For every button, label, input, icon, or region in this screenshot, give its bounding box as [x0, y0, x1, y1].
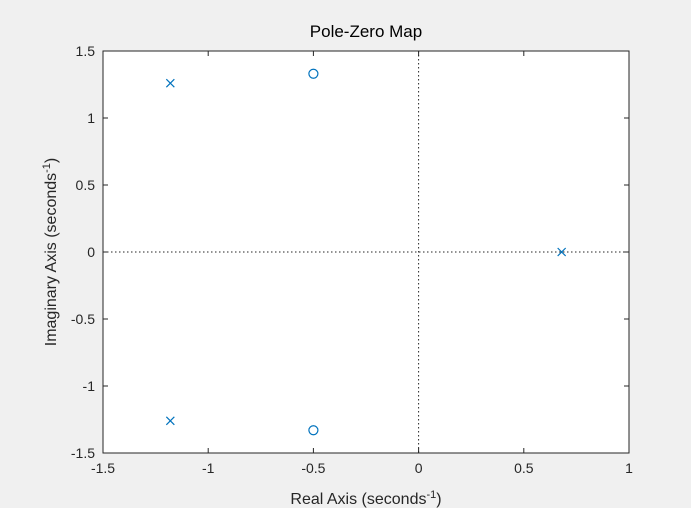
pole-marker [165, 416, 175, 426]
x-axis-label-superscript: -1 [426, 489, 436, 501]
y-axis-label-text: Imaginary Axis (seconds [43, 173, 60, 346]
x-tick-label: -1.5 [91, 460, 115, 476]
x-axis-label-close: ) [436, 491, 441, 508]
x-tick-label: 1 [625, 460, 633, 476]
y-tick-label: -1 [83, 378, 96, 394]
x-axis-label: Real Axis (seconds-1) [290, 489, 441, 508]
zero-lines [103, 51, 629, 453]
y-tick-label: 0.5 [76, 177, 96, 193]
markers [165, 68, 567, 436]
plot-area [103, 51, 629, 453]
x-tick-label: 0 [415, 460, 423, 476]
zero-marker [308, 425, 319, 436]
pole-marker [557, 247, 567, 257]
y-tick-label: 1 [87, 110, 95, 126]
y-axis-label-superscript: -1 [41, 163, 53, 173]
x-tick-label: 0.5 [514, 460, 534, 476]
pole-marker [165, 78, 175, 88]
x-tick-label: -1 [202, 460, 215, 476]
y-tick-label: 0 [87, 244, 95, 260]
chart-title: Pole-Zero Map [310, 22, 422, 41]
y-axis-label-close: ) [43, 158, 60, 163]
y-tick-label: -0.5 [71, 311, 95, 327]
x-axis-label-text: Real Axis (seconds [290, 491, 426, 508]
y-tick-label: 1.5 [76, 43, 96, 59]
y-axis-label: Imaginary Axis (seconds-1) [41, 158, 60, 347]
x-tick-label: -0.5 [301, 460, 325, 476]
zero-marker [308, 68, 319, 79]
ticks: -1.5 -1 -0.5 0 0.5 1 -1.5 -1 -0.5 0 0.5 1 1.5 [71, 43, 633, 476]
y-tick-label: -1.5 [71, 445, 95, 461]
